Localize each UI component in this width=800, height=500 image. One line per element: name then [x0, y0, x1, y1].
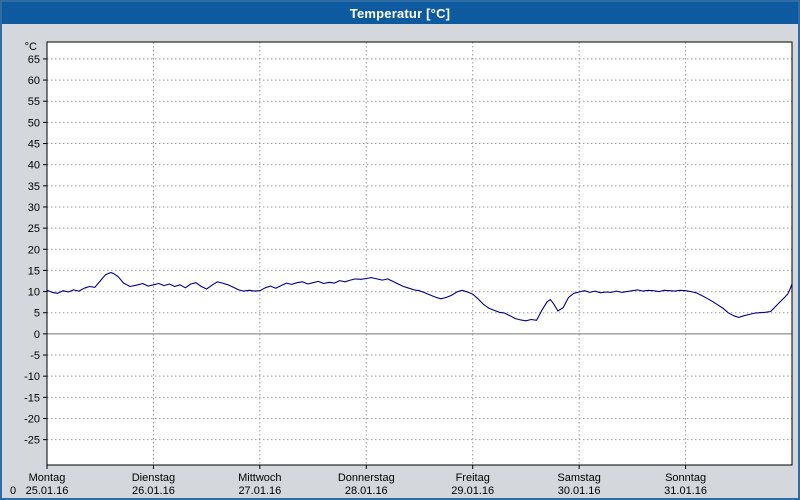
plot-border — [46, 41, 793, 466]
day-name-label: Montag — [29, 472, 66, 484]
y-tick-label: -20 — [24, 413, 40, 425]
y-tick-label: -10 — [24, 371, 40, 383]
y-tick-label: 30 — [28, 202, 40, 214]
y-tick-label: 40 — [28, 160, 40, 172]
y-tick-label: 60 — [28, 75, 40, 87]
window-title: Temperatur [°C] — [349, 5, 451, 21]
plot-background — [47, 42, 792, 465]
day-date-label: 26.01.16 — [132, 485, 175, 497]
day-date-label: 30.01.16 — [558, 485, 601, 497]
y-tick-label: 15 — [28, 265, 40, 277]
y-tick-label: 65 — [28, 54, 40, 66]
y-tick-label: 20 — [28, 244, 40, 256]
day-name-label: Dienstag — [132, 472, 175, 484]
temperature-chart: 65605550454035302520151050-5-10-15-20-25… — [10, 41, 793, 497]
y-tick-label: 55 — [28, 96, 40, 108]
day-name-label: Sonntag — [665, 472, 706, 484]
y-tick-label: 0 — [34, 329, 40, 341]
y-tick-label: 50 — [28, 117, 40, 129]
day-date-label: 28.01.16 — [345, 485, 388, 497]
temperature-series-line — [46, 271, 793, 322]
day-name-label: Donnerstag — [338, 472, 395, 484]
y-tick-label: 25 — [28, 223, 40, 235]
y-tick-label: 10 — [28, 287, 40, 299]
day-name-label: Freitag — [456, 472, 490, 484]
y-tick-label: 45 — [28, 139, 40, 151]
day-date-label: 31.01.16 — [664, 485, 707, 497]
y-tick-label: -25 — [24, 435, 40, 447]
x-axis-corner-label: 0 — [10, 485, 16, 497]
y-tick-label: 35 — [28, 181, 40, 193]
day-date-label: 27.01.16 — [238, 485, 281, 497]
day-date-label: 25.01.16 — [26, 485, 69, 497]
y-tick-label: 5 — [34, 308, 40, 320]
y-tick-label: -15 — [24, 392, 40, 404]
day-name-label: Mittwoch — [238, 472, 281, 484]
y-axis-unit-label: °C — [25, 41, 37, 53]
day-name-label: Samstag — [557, 472, 600, 484]
y-tick-label: -5 — [30, 350, 40, 362]
day-date-label: 29.01.16 — [451, 485, 494, 497]
title-bar: Temperatur [°C] — [2, 2, 798, 24]
